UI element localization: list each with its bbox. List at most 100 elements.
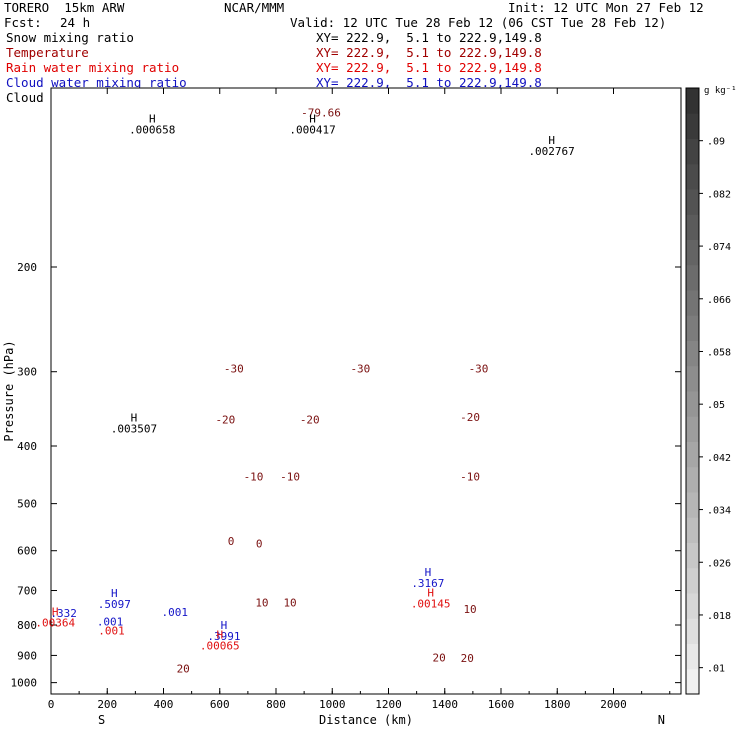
isotherm-label: 0	[256, 537, 263, 550]
isotherm-label-bg	[278, 471, 302, 483]
isotherm-label: -10	[244, 470, 264, 483]
isotherm-label-bg	[461, 603, 479, 615]
isotherm-label: -30	[469, 363, 489, 376]
colorbar-segment	[686, 618, 699, 644]
rain-max-h: H	[427, 587, 434, 600]
isotherm-label-bg	[253, 597, 271, 609]
cloud-ice-max-h: H	[548, 134, 555, 147]
colorbar-label: .018	[707, 611, 731, 622]
legend-field-label: Cloud water mixing ratio	[6, 75, 187, 90]
legend-field-xy: XY= 222.9, 5.1 to 222.9,149.8	[316, 30, 542, 45]
colorbar-segment	[686, 517, 699, 543]
isotherm-label-bg	[458, 471, 482, 483]
colorbar-label: .082	[707, 189, 731, 200]
isotherm-label: -30	[224, 363, 244, 376]
isotherm-label: -30	[350, 363, 370, 376]
isotherm-label: 10	[283, 597, 296, 610]
y-tick-label: 900	[17, 649, 37, 662]
legend-field-xy: XY= 222.9, 5.1 to 222.9,149.8	[316, 75, 542, 90]
x-tick-label: 200	[97, 698, 117, 711]
y-tick-label: 200	[17, 261, 37, 274]
colorbar-segment	[686, 567, 699, 594]
legend-field-label: Temperature	[6, 45, 89, 60]
colorbar-segment	[686, 189, 699, 215]
x-tick-label: 400	[154, 698, 174, 711]
cloud-water-max-value: .5097	[98, 598, 131, 611]
colorbar-segment	[686, 113, 699, 139]
colorbar-segment	[686, 315, 699, 341]
isotherm-label-bg	[281, 597, 299, 609]
isotherm-label-bg	[298, 414, 322, 426]
isotherm-max-label: -79.66	[301, 107, 341, 120]
colorbar-label: .026	[707, 558, 731, 569]
fcst-label: Fcst:	[4, 15, 42, 30]
isotherm-label-bg	[348, 363, 372, 375]
isotherm-label: 0	[228, 535, 235, 548]
x-end-label-north: N	[658, 713, 665, 727]
colorbar-label: .066	[707, 295, 731, 306]
y-axis-title: Pressure (hPa)	[2, 340, 16, 441]
rain-max-h: H	[52, 605, 59, 618]
isotherm-label-bg	[222, 363, 246, 375]
x-tick-label: 1400	[432, 698, 459, 711]
colorbar-label: .034	[707, 506, 731, 517]
rain-max-value: .00364	[35, 616, 75, 629]
colorbar-segment	[686, 668, 699, 695]
y-tick-label: 1000	[11, 677, 38, 690]
cloud-ice-max-value: .002767	[528, 145, 574, 158]
legend-field-xy: XY= 222.9, 5.1 to 222.9,149.8	[316, 60, 542, 75]
x-axis-title: Distance (km)	[319, 713, 413, 727]
colorbar-segment	[686, 466, 699, 493]
colorbar-segment	[686, 593, 699, 619]
rain-max-h: H	[216, 629, 223, 642]
cloud-ice-max-h: H	[149, 113, 156, 126]
isotherm-label: 10	[463, 603, 476, 616]
fcst-value: 24 h	[60, 15, 91, 30]
isotherm-label-bg	[226, 536, 236, 548]
x-end-label-south: S	[98, 713, 105, 727]
colorbar-label: .058	[707, 347, 731, 358]
cloud-water-label: .001	[97, 616, 124, 629]
x-tick-label: 800	[266, 698, 286, 711]
y-tick-label: 600	[17, 545, 37, 558]
isotherm-label-bg	[213, 414, 237, 426]
colorbar-segment	[686, 643, 699, 670]
colorbar-segment	[686, 163, 699, 190]
isotherm-label: -20	[215, 413, 235, 426]
isotherm-label: -20	[300, 413, 320, 426]
isotherm-label: 20	[177, 662, 190, 675]
colorbar-label: .074	[707, 242, 731, 253]
plot-frame	[50, 87, 682, 695]
x-tick-label: 1000	[319, 698, 346, 711]
y-tick-label: 700	[17, 585, 37, 598]
isotherm-label-bg	[459, 653, 476, 665]
isotherm-label-bg	[254, 538, 264, 550]
isotherm-label-bg	[431, 652, 448, 664]
isotherm-label-bg	[458, 412, 482, 424]
cloud-water-max-h: H	[425, 566, 432, 579]
rain-label: .001	[98, 625, 125, 638]
isotherm-label-bg	[467, 363, 490, 375]
valid-time: Valid: 12 UTC Tue 28 Feb 12 (06 CST Tue …	[290, 15, 667, 30]
isotherm-label: -20	[460, 411, 480, 424]
x-tick-label: 0	[48, 698, 55, 711]
x-tick-label: 1800	[544, 698, 571, 711]
cloud-water-max-value: .3991	[207, 630, 240, 643]
isotherm-label: 20	[461, 652, 474, 665]
org-name: NCAR/MMM	[224, 0, 285, 15]
legend-field-label: Rain water mixing ratio	[6, 60, 180, 75]
cloud-water-max-h: H	[221, 619, 228, 632]
colorbar-segment	[686, 441, 699, 468]
x-tick-label: 1600	[488, 698, 515, 711]
isotherm-label-bg	[242, 471, 265, 483]
cloud-water-max-h: H	[111, 587, 118, 600]
colorbar-label: .042	[707, 453, 731, 464]
colorbar-segment	[686, 365, 699, 392]
colorbar-segment	[686, 416, 699, 442]
rain-max-value: .00145	[411, 598, 451, 611]
model-name: TORERO 15km ARW	[4, 0, 125, 15]
colorbar-segment	[686, 340, 699, 367]
isotherm-label-bg	[175, 663, 192, 675]
colorbar-label: .09	[707, 137, 725, 148]
colorbar-label: .05	[707, 400, 725, 411]
